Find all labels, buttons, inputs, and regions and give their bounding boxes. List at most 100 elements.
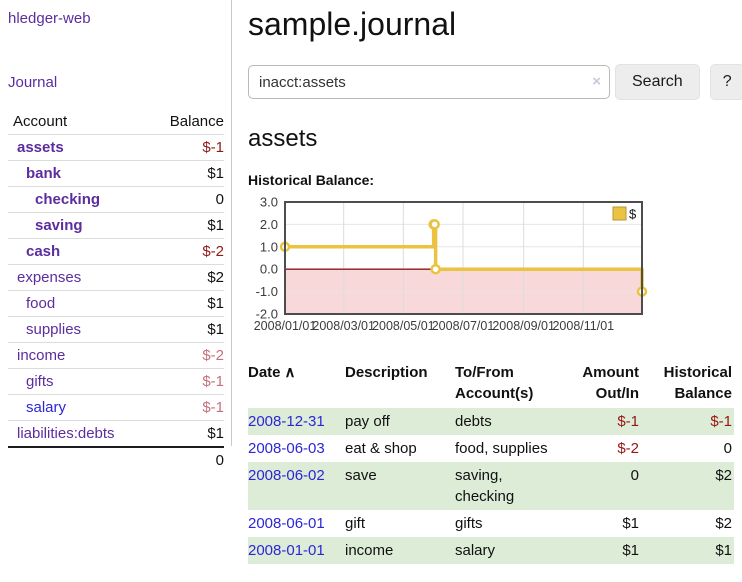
transaction-balance: 0 <box>723 440 732 457</box>
transaction-amount: $1 <box>622 542 639 559</box>
register-header-accounts: To/From Account(s) <box>455 364 534 402</box>
register-header-row: Date ∧ Description To/From Account(s) Amo… <box>248 360 734 408</box>
accounts-header-row: Account Balance <box>8 109 224 135</box>
transaction-date-link[interactable]: 2008-06-03 <box>248 440 325 457</box>
register-row: 2008-12-31 pay off debts $-1 $-1 <box>248 408 734 435</box>
main-panel: sample.journal × Search ? assets Histori… <box>232 0 742 582</box>
account-row-saving: saving $1 <box>8 212 224 239</box>
balance-chart: 3.0 2.0 1.0 0.0 -1.0 -2.0 2008/01/01 2008/03/01… <box>248 195 725 335</box>
account-link-liabilities-debts[interactable]: liabilities:debts <box>17 425 115 442</box>
transaction-accounts: food, supplies <box>455 440 548 457</box>
transaction-accounts: saving, checking <box>455 467 515 505</box>
transaction-description: eat & shop <box>345 440 417 457</box>
nav-journal: Journal <box>8 74 223 92</box>
svg-text:2008/01/01: 2008/01/01 <box>254 319 317 333</box>
accounts-header-account: Account <box>13 113 68 130</box>
account-row-bank: bank $1 <box>8 160 224 187</box>
register-header-date[interactable]: Date ∧ <box>248 364 296 381</box>
svg-text:2008/05/01: 2008/05/01 <box>372 319 435 333</box>
account-link-bank[interactable]: bank <box>26 165 62 182</box>
sort-ascending-icon: ∧ <box>284 364 296 381</box>
svg-text:0.0: 0.0 <box>260 262 278 277</box>
account-balance-food: $1 <box>207 295 224 312</box>
transaction-date-link[interactable]: 2008-06-01 <box>248 515 325 532</box>
transaction-balance: $2 <box>715 467 732 484</box>
chart-title: Historical Balance: <box>248 172 375 188</box>
account-row-checking: checking 0 <box>8 186 224 213</box>
account-row-salary: salary $-1 <box>8 394 224 421</box>
account-row-income: income $-2 <box>8 342 224 369</box>
svg-text:3.0: 3.0 <box>260 195 278 210</box>
svg-text:$: $ <box>629 207 637 222</box>
transaction-date-link[interactable]: 2008-01-01 <box>248 542 325 559</box>
account-balance-expenses: $2 <box>207 269 224 286</box>
account-link-food[interactable]: food <box>26 295 56 312</box>
svg-text:2.0: 2.0 <box>260 217 278 232</box>
account-balance-saving: $1 <box>207 217 224 234</box>
svg-text:-1.0: -1.0 <box>256 284 278 299</box>
transaction-accounts: debts <box>455 413 492 430</box>
transaction-amount: $1 <box>622 515 639 532</box>
account-row-gifts: gifts $-1 <box>8 368 224 395</box>
transaction-description: pay off <box>345 413 390 430</box>
register-header-balance: Historical Balance <box>663 364 732 402</box>
register-row: 2008-06-02 save saving, checking 0 $2 <box>248 462 734 510</box>
search-button[interactable]: Search <box>615 64 700 100</box>
account-row-liabilities-debts: liabilities:debts $1 <box>8 420 224 448</box>
transaction-balance: $1 <box>715 542 732 559</box>
account-row-cash: cash $-2 <box>8 238 224 265</box>
account-link-saving[interactable]: saving <box>35 217 83 234</box>
account-link-salary[interactable]: salary <box>26 399 67 416</box>
account-link-gifts[interactable]: gifts <box>26 373 54 390</box>
account-link-income[interactable]: income <box>17 347 66 364</box>
register-header-description: Description <box>345 364 428 381</box>
account-balance-bank: $1 <box>207 165 224 182</box>
account-balance-salary: $-1 <box>202 399 224 416</box>
transaction-balance: $2 <box>715 515 732 532</box>
account-heading: assets <box>248 125 318 152</box>
account-link-cash[interactable]: cash <box>26 243 61 260</box>
clear-search-icon[interactable]: × <box>592 73 601 90</box>
svg-text:2008/09/01: 2008/09/01 <box>492 319 555 333</box>
transaction-description: save <box>345 467 377 484</box>
page-title: sample.journal <box>248 6 457 42</box>
account-link-checking[interactable]: checking <box>35 191 101 208</box>
account-row-supplies: supplies $1 <box>8 316 224 343</box>
transaction-date-link[interactable]: 2008-12-31 <box>248 413 325 430</box>
app-title: hledger-web <box>8 10 223 28</box>
account-row-expenses: expenses $2 <box>8 264 224 291</box>
transaction-amount: $-2 <box>617 440 639 457</box>
svg-text:-2.0: -2.0 <box>256 307 278 322</box>
account-balance-cash: $-2 <box>202 243 224 260</box>
svg-text:2008/11/01: 2008/11/01 <box>552 319 614 333</box>
account-balance-gifts: $-1 <box>202 373 224 390</box>
search-input[interactable] <box>248 65 610 99</box>
svg-text:1.0: 1.0 <box>260 239 278 254</box>
account-balance-income: $-2 <box>202 347 224 364</box>
help-button[interactable]: ? <box>709 64 742 100</box>
transaction-accounts: gifts <box>455 515 483 532</box>
search-box: × <box>248 65 610 99</box>
sidebar: hledger-web Journal Account Balance asse… <box>0 0 232 469</box>
journal-link[interactable]: Journal <box>8 74 58 91</box>
account-row-food: food $1 <box>8 290 224 317</box>
transaction-balance: $-1 <box>710 413 732 430</box>
accounts-table: Account Balance assets $-1 bank $1 check… <box>8 109 224 473</box>
account-link-expenses[interactable]: expenses <box>17 269 82 286</box>
register-row: 2008-01-01 income salary $1 $1 <box>248 537 734 564</box>
app-home-link[interactable]: hledger-web <box>8 10 91 27</box>
accounts-header-balance: Balance <box>169 113 224 130</box>
transaction-date-link[interactable]: 2008-06-02 <box>248 467 325 484</box>
account-link-assets[interactable]: assets <box>17 139 64 156</box>
account-balance-supplies: $1 <box>207 321 224 338</box>
transaction-description: gift <box>345 515 366 532</box>
transaction-amount: 0 <box>630 467 639 484</box>
account-row-assets: assets $-1 <box>8 134 224 161</box>
accounts-total-balance: 0 <box>215 452 224 469</box>
svg-text:2008/03/01: 2008/03/01 <box>312 319 375 333</box>
register-row: 2008-06-01 gift gifts $1 $2 <box>248 510 734 537</box>
accounts-total-row: 0 <box>8 447 224 473</box>
transaction-description: income <box>345 542 394 559</box>
account-link-supplies[interactable]: supplies <box>26 321 82 338</box>
register-row: 2008-06-03 eat & shop food, supplies $-2… <box>248 435 734 462</box>
